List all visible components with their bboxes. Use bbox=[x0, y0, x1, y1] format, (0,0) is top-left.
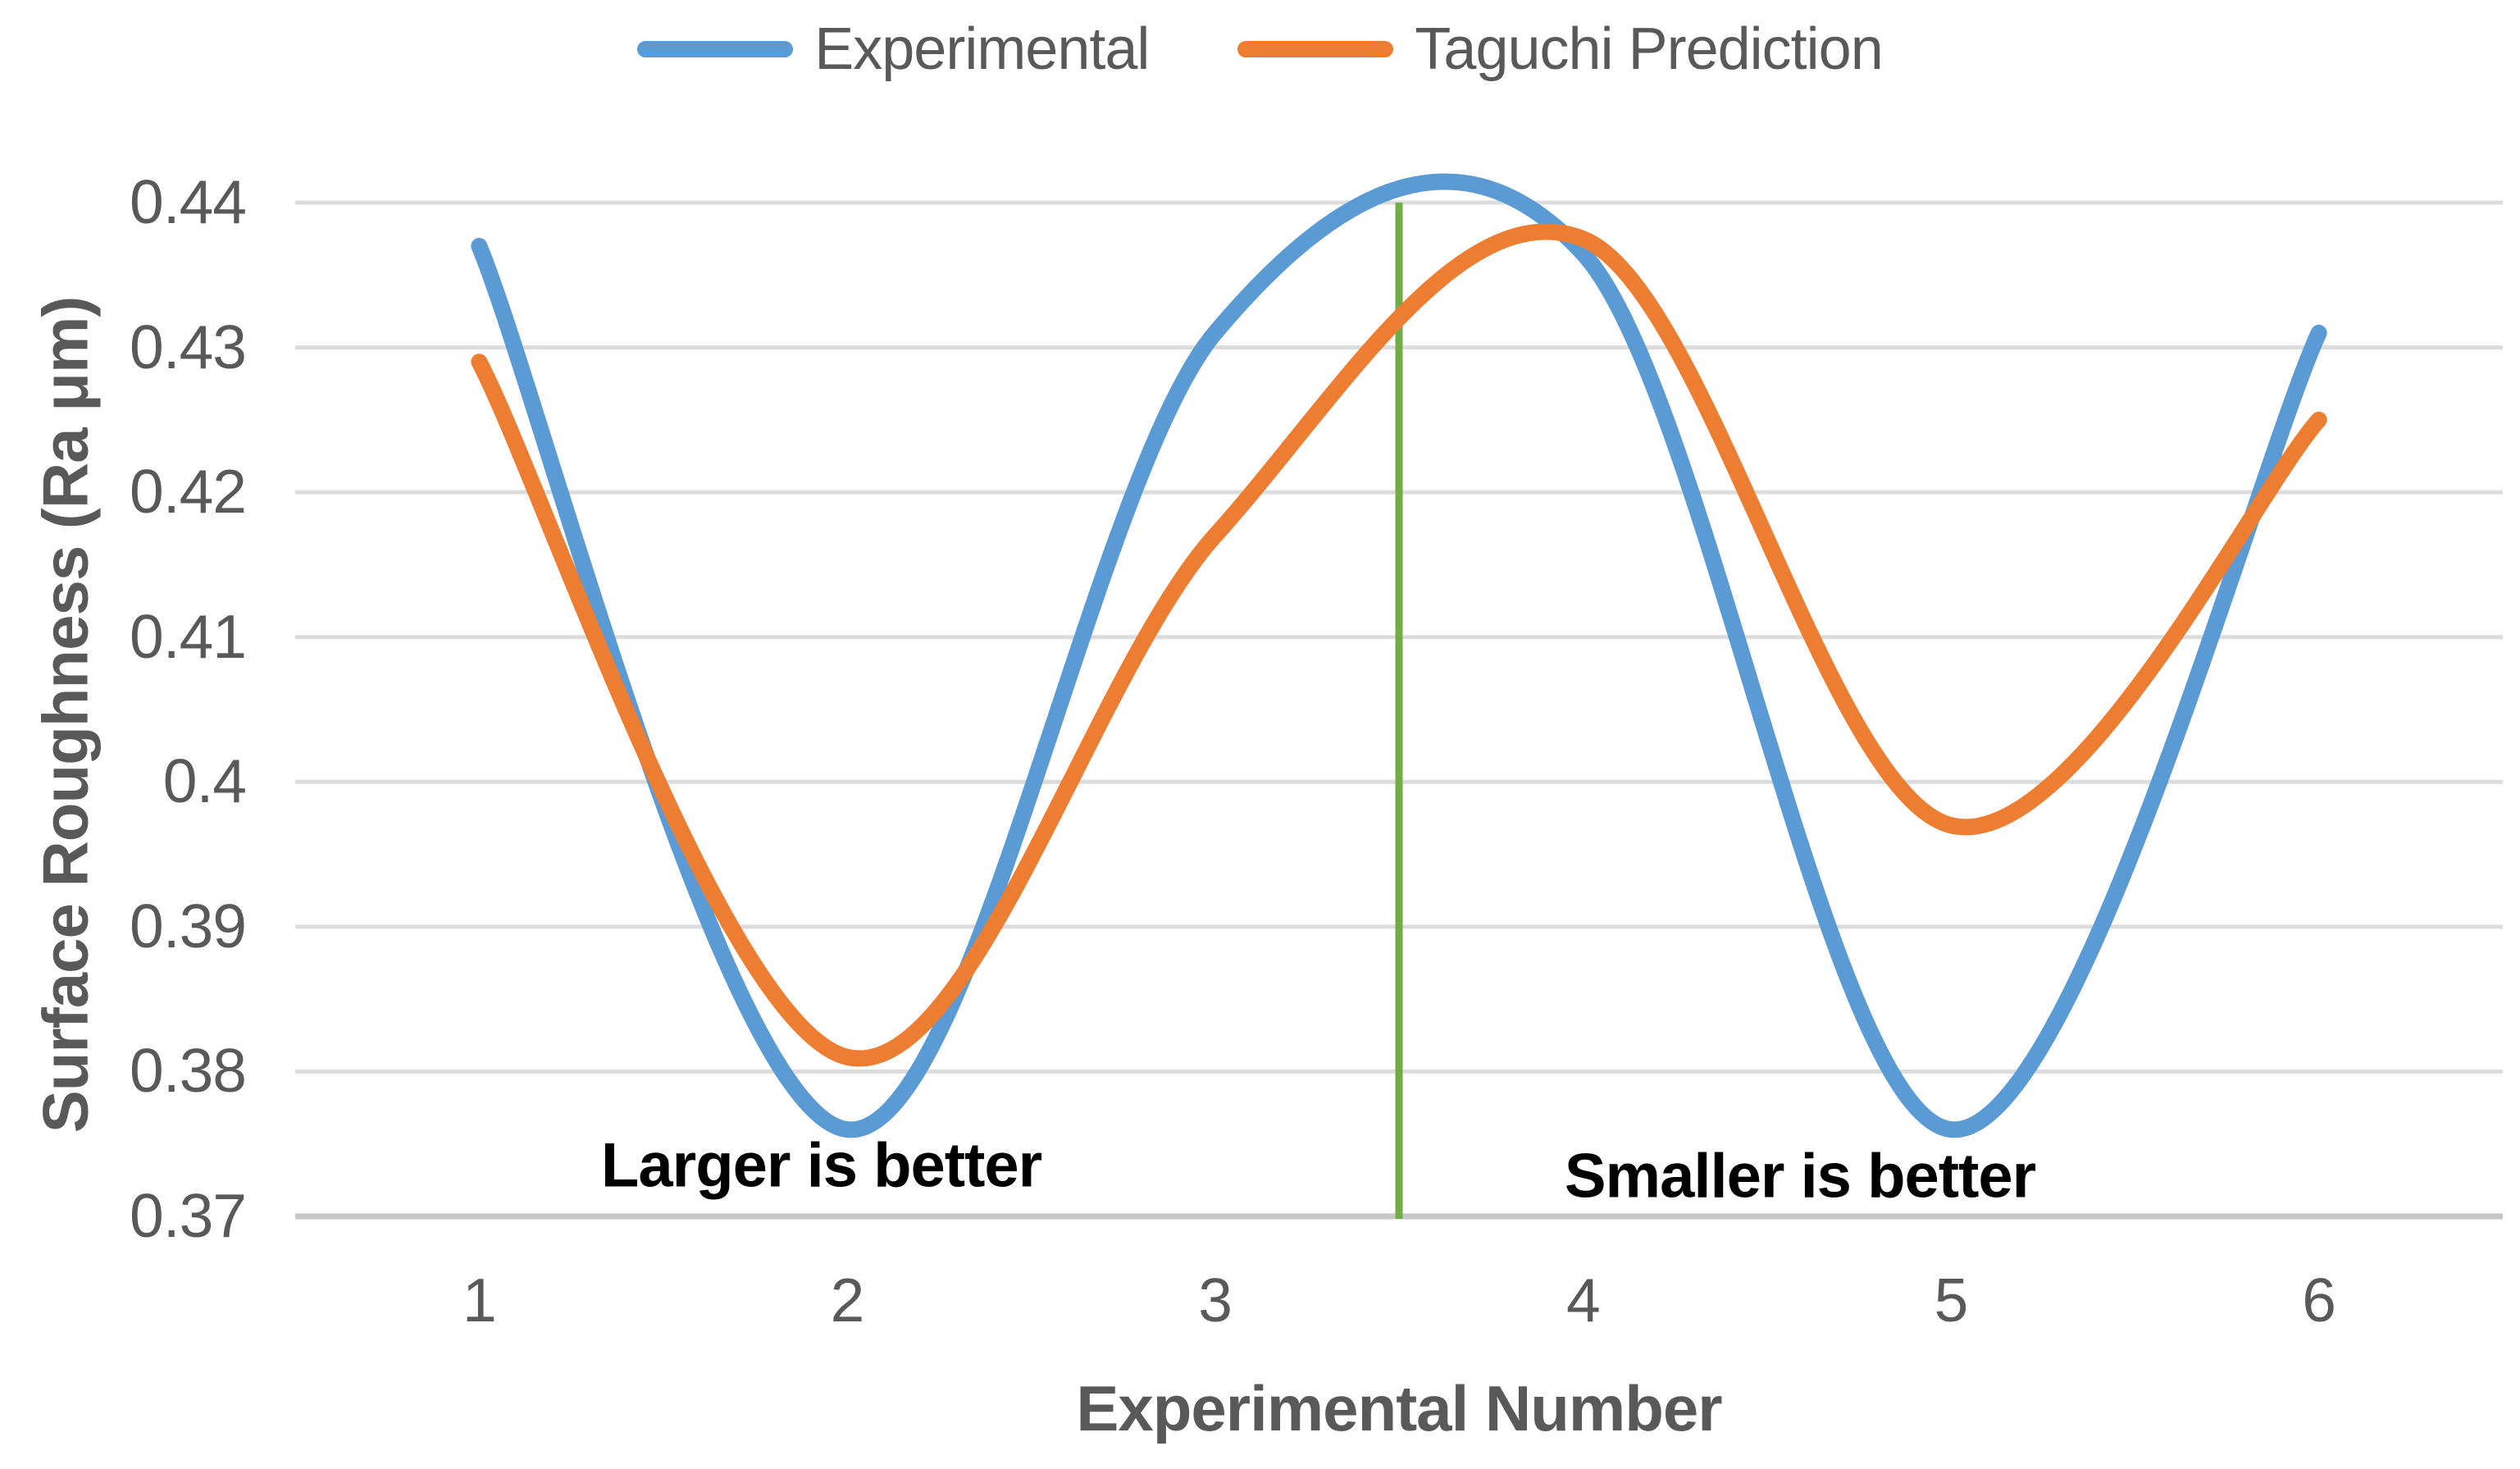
y-tick-label: 0.44 bbox=[130, 167, 247, 236]
x-tick-label: 2 bbox=[830, 1266, 865, 1334]
legend-swatch bbox=[1237, 41, 1394, 57]
y-tick-label: 0.41 bbox=[130, 601, 247, 671]
legend-swatch bbox=[637, 41, 794, 57]
y-tick-label: 0.39 bbox=[130, 891, 247, 960]
y-tick-label: 0.37 bbox=[130, 1181, 247, 1250]
series-line-taguchi-prediction bbox=[471, 223, 2327, 1067]
y-tick-label: 0.42 bbox=[130, 457, 247, 527]
y-tick-label: 0.43 bbox=[130, 312, 247, 381]
y-tick-label: 0.38 bbox=[130, 1036, 247, 1106]
x-tick-label: 6 bbox=[2302, 1266, 2336, 1334]
legend-label: Taguchi Prediction bbox=[1415, 16, 1883, 82]
y-axis-title: Surface Roughness (Ra μm) bbox=[29, 296, 102, 1134]
legend-label: Experimental bbox=[814, 16, 1150, 82]
annotation-smaller-is-better: Smaller is better bbox=[1564, 1141, 2036, 1211]
x-tick-label: 1 bbox=[462, 1266, 497, 1334]
x-tick-label: 3 bbox=[1198, 1266, 1233, 1334]
y-tick-label: 0.4 bbox=[162, 746, 247, 816]
x-tick-label: 4 bbox=[1565, 1266, 1601, 1334]
legend-item-experimental: Experimental bbox=[637, 16, 1150, 83]
series-line-experimental bbox=[471, 173, 2327, 1138]
x-axis-title: Experimental Number bbox=[1076, 1372, 1722, 1444]
legend-item-taguchi-prediction: Taguchi Prediction bbox=[1237, 16, 1884, 83]
x-tick-label: 5 bbox=[1934, 1266, 1969, 1334]
legend: Experimental Taguchi Prediction bbox=[0, 8, 2520, 90]
annotation-larger-is-better: Larger is better bbox=[600, 1130, 1042, 1201]
